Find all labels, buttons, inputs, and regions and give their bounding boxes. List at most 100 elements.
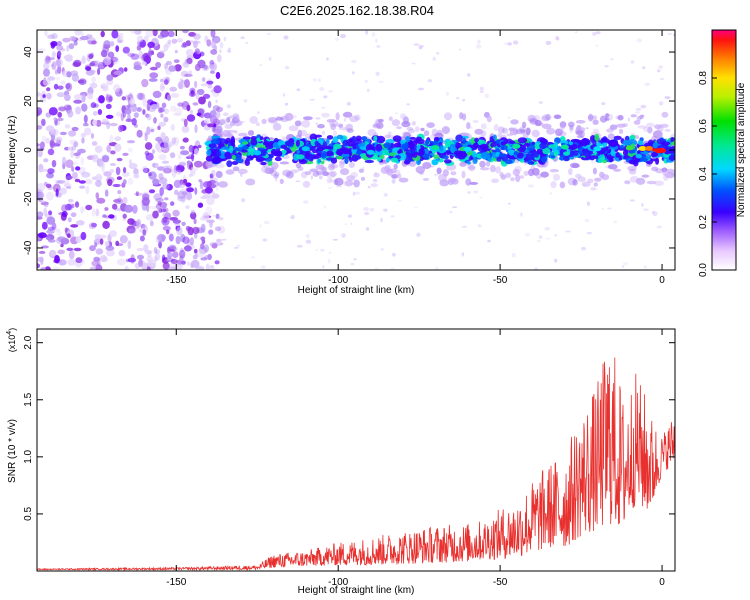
- noise-blob: [61, 211, 68, 217]
- band-blob: [615, 152, 620, 158]
- noise-blob: [184, 73, 193, 77]
- noise-blob: [148, 171, 157, 180]
- noise-speckle: [467, 191, 471, 194]
- band-peak-max: [652, 148, 662, 152]
- noise-speckle: [406, 103, 410, 106]
- noise-blob: [81, 171, 91, 178]
- noise-blob: [159, 177, 168, 185]
- band-halo: [436, 129, 443, 136]
- band-blob: [316, 147, 324, 152]
- colorbar-tick-label: 0.0: [698, 263, 709, 277]
- band-halo: [630, 114, 637, 118]
- band-blob: [594, 133, 600, 142]
- noise-blob: [101, 118, 109, 125]
- band-halo: [616, 123, 626, 128]
- noise-speckle: [658, 65, 663, 70]
- band-halo: [606, 128, 614, 133]
- band-halo: [401, 121, 411, 128]
- noise-blob: [171, 169, 177, 178]
- noise-blob: [144, 249, 153, 255]
- band-halo: [261, 165, 270, 173]
- noise-speckle: [326, 57, 329, 61]
- noise-blob: [144, 142, 153, 150]
- noise-blob: [109, 230, 117, 238]
- noise-blob: [169, 86, 177, 92]
- noise-blob: [197, 59, 206, 69]
- band-blob: [490, 142, 495, 148]
- noise-speckle: [449, 211, 453, 214]
- noise-blob: [104, 207, 109, 211]
- noise-speckle: [221, 238, 227, 241]
- band-halo: [329, 170, 337, 177]
- noise-blob: [71, 126, 79, 132]
- noise-blob: [142, 229, 147, 236]
- band-halo: [662, 168, 667, 176]
- noise-blob: [108, 96, 113, 102]
- noise-blob: [81, 103, 88, 112]
- band-halo: [514, 165, 522, 173]
- band-halo: [408, 128, 416, 134]
- band-halo: [304, 171, 312, 176]
- noise-blob: [182, 30, 189, 34]
- band-halo: [629, 176, 639, 183]
- noise-speckle: [586, 201, 591, 206]
- noise-blob: [85, 34, 93, 39]
- band-halo: [264, 167, 275, 174]
- snr-multiplier-close: ): [7, 328, 17, 331]
- noise-blob: [55, 188, 59, 197]
- noise-blob: [80, 56, 87, 65]
- noise-blob: [124, 107, 132, 115]
- band-halo: [415, 166, 425, 174]
- noise-blob: [157, 166, 165, 171]
- band-blob: [236, 158, 244, 164]
- band-halo: [617, 114, 624, 121]
- noise-blob: [75, 152, 81, 156]
- noise-blob: [116, 36, 124, 44]
- noise-blob: [122, 213, 127, 219]
- noise-speckle: [323, 95, 328, 99]
- noise-speckle: [365, 227, 370, 231]
- snr-y-ticks: 0.5 1.0 1.5 2.0: [23, 335, 675, 521]
- band-blob: [242, 136, 251, 140]
- noise-blob: [142, 167, 150, 174]
- noise-speckle: [610, 58, 614, 61]
- noise-blob: [118, 249, 126, 257]
- noise-speckle: [545, 237, 551, 240]
- noise-speckle: [635, 111, 640, 114]
- band-blob: [668, 154, 675, 161]
- noise-blob: [162, 216, 168, 224]
- band-halo: [659, 123, 669, 128]
- noise-blob: [70, 224, 79, 228]
- y-tick-label: -20: [23, 191, 34, 206]
- noise-blob: [95, 119, 102, 127]
- band-blob: [317, 158, 322, 163]
- noise-blob: [136, 254, 145, 260]
- figure-title: C2E6.2025.162.18.38.R04: [280, 3, 434, 18]
- noise-blob: [172, 209, 180, 217]
- noise-blob: [57, 117, 64, 122]
- noise-blob: [55, 76, 60, 81]
- noise-blob: [85, 185, 90, 195]
- band-halo: [599, 115, 608, 123]
- noise-speckle: [353, 258, 358, 261]
- noise-blob: [46, 57, 56, 61]
- noise-blob: [164, 165, 173, 174]
- colorbar-ticks: 0.0 0.2 0.4 0.6 0.8: [698, 71, 717, 277]
- band-halo: [225, 169, 235, 175]
- band-halo: [210, 116, 219, 123]
- noise-blob: [97, 109, 103, 115]
- noise-speckle: [344, 223, 348, 225]
- noise-blob: [163, 79, 169, 85]
- band-blob: [231, 154, 236, 160]
- noise-blob: [189, 87, 196, 94]
- band-halo: [214, 128, 223, 134]
- noise-blob: [142, 97, 147, 107]
- noise-blob: [188, 32, 197, 37]
- band-halo: [438, 173, 447, 182]
- noise-speckle: [520, 212, 523, 217]
- noise-blob: [37, 182, 45, 192]
- band-halo: [522, 132, 529, 139]
- noise-blob: [45, 55, 51, 63]
- band-blob: [540, 156, 548, 163]
- band-halo: [469, 181, 479, 185]
